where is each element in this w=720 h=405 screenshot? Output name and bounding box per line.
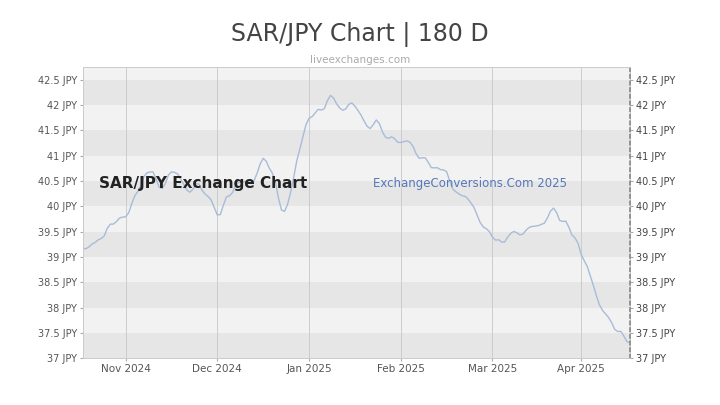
Bar [83,79,630,105]
Text: SAR/JPY Exchange Chart: SAR/JPY Exchange Chart [99,176,307,191]
Bar [83,257,630,282]
Bar [83,181,630,206]
Bar [83,333,630,358]
Bar [83,156,630,181]
Bar [83,206,630,232]
Bar [83,105,630,130]
Bar [83,308,630,333]
Bar [83,232,630,257]
Text: liveexchanges.com: liveexchanges.com [310,55,410,65]
Text: SAR/JPY Chart | 180 D: SAR/JPY Chart | 180 D [231,22,489,47]
Bar [83,130,630,156]
Bar [83,282,630,308]
Text: ExchangeConversions.Com 2025: ExchangeConversions.Com 2025 [373,177,567,190]
